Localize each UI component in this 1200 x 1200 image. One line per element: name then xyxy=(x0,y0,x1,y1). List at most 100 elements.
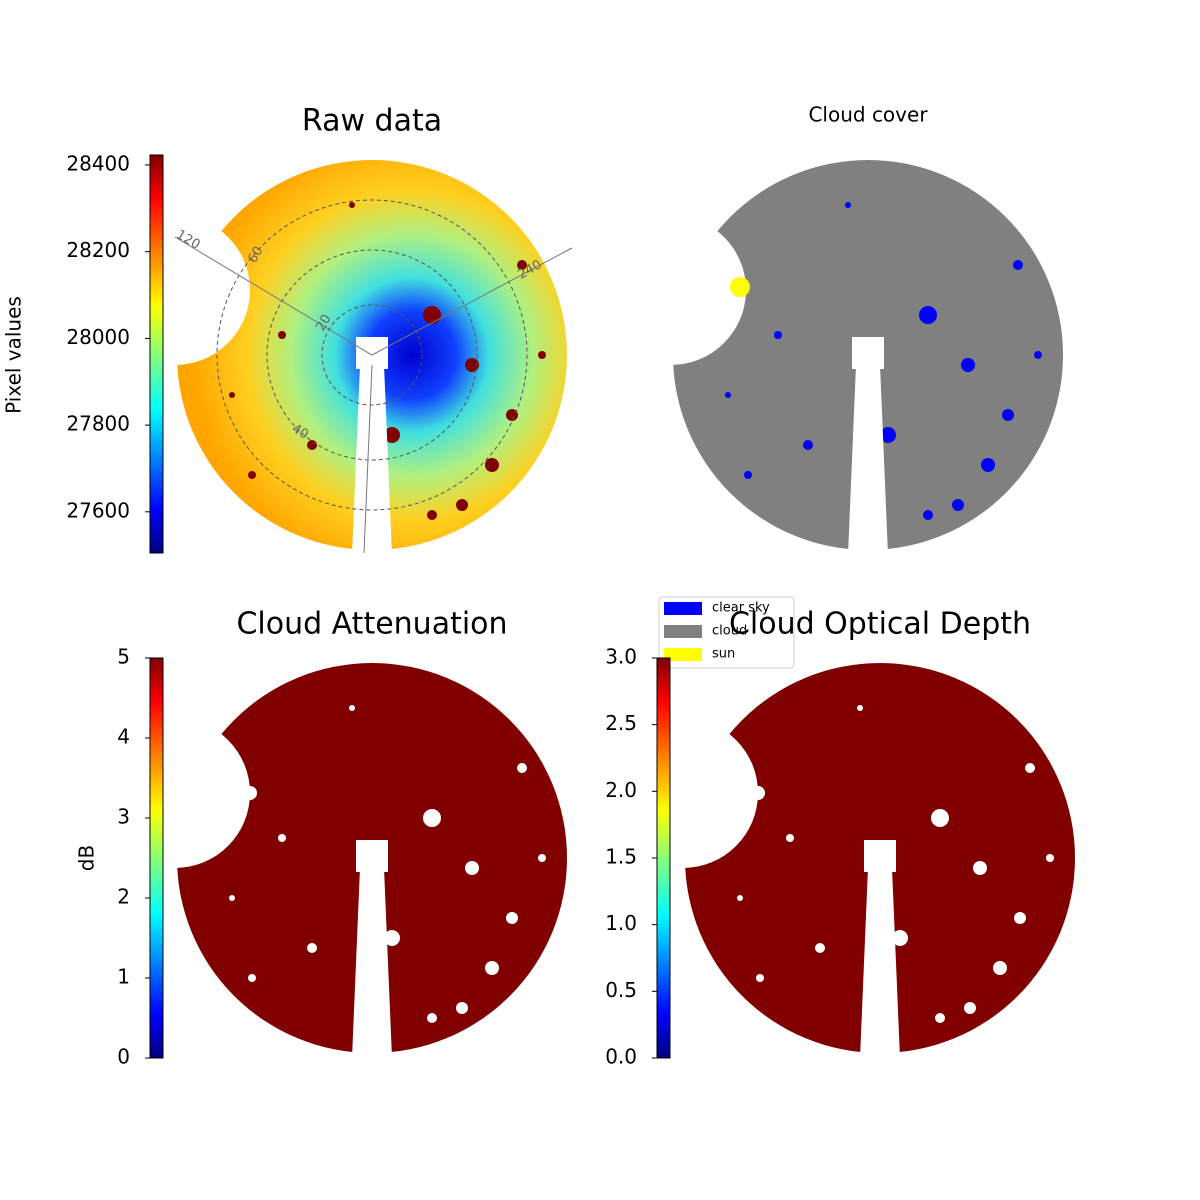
clear-blob xyxy=(756,974,764,982)
cloud-blob xyxy=(229,392,235,398)
polar-label: 40 xyxy=(289,421,311,442)
clear-blob xyxy=(1034,351,1042,359)
colorbar-tick-label: 27600 xyxy=(66,498,130,522)
legend-swatch xyxy=(664,602,702,615)
cloud-blob xyxy=(456,499,468,511)
clear-blob xyxy=(931,809,949,827)
sky-image xyxy=(172,658,572,1058)
clear-blob xyxy=(485,961,499,975)
colorbar-tick-label: 5 xyxy=(117,645,130,669)
cloud-blob xyxy=(307,440,317,450)
legend-label: clear sky xyxy=(712,601,770,616)
clear-blob xyxy=(517,763,527,773)
sky-masked xyxy=(172,658,572,1058)
clear-blob xyxy=(1013,260,1023,270)
panel-title: Raw data xyxy=(302,104,442,139)
clear-blob xyxy=(993,961,1007,975)
sun xyxy=(751,786,765,800)
clear-blob xyxy=(538,854,546,862)
colorbar-tick-label: 0.0 xyxy=(605,1045,637,1069)
mast-line xyxy=(363,364,373,554)
clear-blob xyxy=(506,912,518,924)
clear-blob xyxy=(744,471,752,479)
clear-blob xyxy=(935,1013,945,1023)
cloud-blob xyxy=(427,510,437,520)
cloud-blob xyxy=(423,306,441,324)
clear-blob xyxy=(892,930,908,946)
cloud-blob xyxy=(465,358,479,372)
polar-label: 60 xyxy=(245,244,266,266)
colorbar xyxy=(149,154,164,554)
clear-blob xyxy=(427,1013,437,1023)
clear-blob xyxy=(952,499,964,511)
colorbar-tick-label: 28200 xyxy=(66,238,130,262)
panel-title: Cloud Attenuation xyxy=(236,607,507,642)
legend-label: sun xyxy=(712,647,735,662)
legend-label: cloud xyxy=(712,624,747,639)
clear-blob xyxy=(456,1002,468,1014)
colorbar-label: dB xyxy=(75,845,99,871)
clear-blob xyxy=(465,861,479,875)
clear-blob xyxy=(1014,912,1026,924)
colorbar-tick-label: 2 xyxy=(117,885,130,909)
clear-blob xyxy=(774,331,782,339)
cloud-blob xyxy=(349,202,355,208)
colorbar xyxy=(656,657,671,1059)
clear-blob xyxy=(961,358,975,372)
colorbar-tick-label: 0 xyxy=(117,1045,130,1069)
colorbar-tick-label: 1 xyxy=(117,965,130,989)
clear-blob xyxy=(1046,854,1054,862)
sun xyxy=(730,277,750,297)
cloud-blob xyxy=(538,351,546,359)
clear-blob xyxy=(803,440,813,450)
polar-grid xyxy=(266,249,478,461)
colorbar-tick-label: 28000 xyxy=(66,325,130,349)
clear-blob xyxy=(307,943,317,953)
colorbar-tick-label: 1.5 xyxy=(605,845,637,869)
clear-blob xyxy=(229,895,235,901)
clear-blob xyxy=(919,306,937,324)
polar-grid xyxy=(174,236,573,356)
clear-blob xyxy=(923,510,933,520)
panel-title: Cloud Optical Depth xyxy=(729,607,1031,642)
sky-fill xyxy=(668,155,1068,555)
cloud-blob xyxy=(485,458,499,472)
polar-grid xyxy=(321,304,423,406)
clear-blob xyxy=(981,458,995,472)
clear-blob xyxy=(349,705,355,711)
sky-masked xyxy=(680,658,1080,1058)
cloud-blob xyxy=(278,331,286,339)
clear-blob xyxy=(815,943,825,953)
polar-label: 20 xyxy=(313,312,334,334)
clear-blob xyxy=(725,392,731,398)
clear-blob xyxy=(857,705,863,711)
sky-fill xyxy=(680,658,1080,1058)
colorbar-tick-label: 1.0 xyxy=(605,911,637,935)
cloud-blob xyxy=(384,427,400,443)
colorbar-tick-label: 3 xyxy=(117,805,130,829)
colorbar-tick-label: 27800 xyxy=(66,412,130,436)
colorbar xyxy=(149,657,164,1059)
clear-blob xyxy=(278,834,286,842)
legend-swatch xyxy=(664,625,702,638)
colorbar-tick-label: 4 xyxy=(117,725,130,749)
clear-blob xyxy=(880,427,896,443)
clear-blob xyxy=(964,1002,976,1014)
clear-blob xyxy=(973,861,987,875)
sky-fill xyxy=(172,658,572,1058)
colorbar-tick-label: 2.0 xyxy=(605,778,637,802)
legend-swatch xyxy=(664,648,702,661)
clear-blob xyxy=(248,974,256,982)
sun xyxy=(243,786,257,800)
colorbar-tick-label: 0.5 xyxy=(605,978,637,1002)
colorbar-tick-label: 3.0 xyxy=(605,645,637,669)
colorbar-tick-label: 28400 xyxy=(66,151,130,175)
clear-blob xyxy=(1002,409,1014,421)
clear-blob xyxy=(786,834,794,842)
clear-blob xyxy=(737,895,743,901)
clear-blob xyxy=(384,930,400,946)
sky-masked xyxy=(668,155,1068,555)
